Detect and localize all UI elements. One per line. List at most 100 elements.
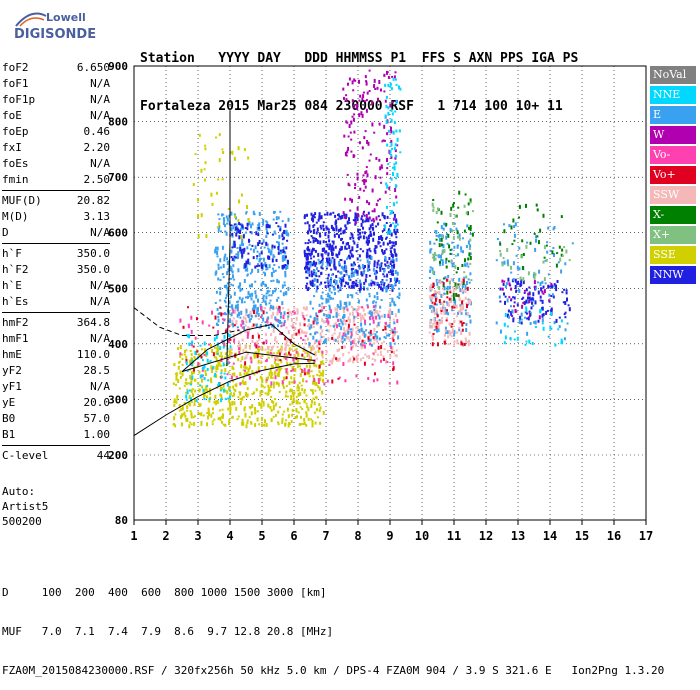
data-point bbox=[285, 229, 288, 234]
data-point bbox=[284, 357, 287, 360]
data-point bbox=[438, 321, 441, 325]
data-point bbox=[329, 284, 332, 287]
data-point bbox=[326, 318, 329, 323]
data-point bbox=[270, 399, 273, 403]
data-point bbox=[386, 324, 389, 327]
data-point bbox=[379, 266, 382, 269]
data-point bbox=[392, 361, 395, 366]
data-point bbox=[276, 372, 279, 377]
data-point bbox=[432, 333, 435, 335]
data-point bbox=[228, 402, 231, 407]
data-point bbox=[469, 252, 472, 256]
data-point bbox=[344, 322, 347, 326]
data-point bbox=[314, 240, 317, 242]
data-point bbox=[356, 257, 359, 261]
data-point bbox=[239, 247, 242, 251]
data-point bbox=[227, 339, 230, 344]
data-point bbox=[281, 417, 284, 422]
data-point bbox=[444, 333, 446, 337]
data-point bbox=[379, 245, 382, 248]
data-point bbox=[277, 251, 280, 255]
data-point bbox=[285, 385, 288, 388]
data-point bbox=[257, 224, 260, 226]
data-point bbox=[368, 202, 371, 206]
data-point bbox=[366, 252, 369, 257]
data-point bbox=[254, 312, 257, 317]
data-point bbox=[501, 279, 504, 283]
data-point bbox=[278, 266, 280, 269]
param-value: 0.46 bbox=[83, 125, 111, 138]
data-point bbox=[376, 296, 379, 300]
data-point bbox=[233, 156, 236, 161]
data-point bbox=[351, 345, 354, 349]
data-point bbox=[302, 338, 305, 341]
data-point bbox=[235, 232, 238, 237]
data-point bbox=[440, 311, 443, 315]
param-label: h`Es bbox=[2, 295, 29, 308]
data-point bbox=[339, 303, 342, 308]
data-point bbox=[243, 372, 246, 376]
data-point bbox=[179, 352, 182, 356]
data-point bbox=[353, 323, 356, 326]
data-point bbox=[533, 280, 536, 285]
data-point bbox=[251, 370, 254, 374]
data-point bbox=[202, 390, 205, 394]
data-point bbox=[435, 279, 438, 282]
data-point bbox=[460, 320, 462, 323]
data-point bbox=[375, 225, 378, 228]
data-point bbox=[541, 313, 544, 318]
data-point bbox=[439, 301, 442, 305]
data-point bbox=[311, 279, 314, 284]
data-point bbox=[393, 333, 396, 336]
data-point bbox=[355, 342, 358, 347]
param-row: B0 57.0 bbox=[2, 411, 110, 427]
data-point bbox=[561, 254, 564, 257]
data-point bbox=[355, 355, 358, 360]
data-point bbox=[385, 222, 388, 224]
data-point bbox=[451, 286, 454, 289]
data-point bbox=[450, 325, 453, 328]
data-point bbox=[267, 376, 270, 380]
data-point bbox=[355, 374, 358, 378]
data-point bbox=[226, 390, 229, 395]
data-point bbox=[230, 151, 232, 154]
data-point bbox=[340, 271, 343, 275]
data-point bbox=[245, 296, 247, 299]
data-point bbox=[358, 141, 361, 145]
param-value: 44 bbox=[96, 449, 110, 462]
data-point bbox=[371, 357, 374, 360]
data-point bbox=[327, 298, 330, 303]
data-point bbox=[432, 270, 435, 275]
data-point bbox=[326, 211, 329, 216]
data-point bbox=[308, 355, 311, 360]
data-point bbox=[377, 282, 379, 285]
autoscale-info: Auto: Artist5 500200 bbox=[2, 484, 48, 529]
data-point bbox=[546, 241, 549, 244]
data-point bbox=[290, 396, 293, 400]
data-point bbox=[563, 246, 566, 248]
data-point bbox=[301, 387, 304, 391]
data-point bbox=[284, 422, 287, 427]
data-point bbox=[244, 329, 247, 333]
data-point bbox=[465, 275, 468, 279]
data-point bbox=[469, 225, 472, 229]
data-point bbox=[387, 75, 390, 79]
data-point bbox=[446, 290, 449, 295]
data-point bbox=[248, 318, 251, 323]
data-point bbox=[260, 405, 263, 409]
data-point bbox=[297, 392, 300, 397]
data-point bbox=[354, 79, 357, 82]
data-point bbox=[496, 238, 499, 240]
data-point bbox=[349, 236, 352, 240]
data-point bbox=[543, 289, 546, 294]
data-point bbox=[453, 245, 456, 249]
data-point bbox=[311, 389, 314, 393]
data-point bbox=[342, 87, 345, 91]
data-point bbox=[273, 372, 276, 376]
data-point bbox=[390, 130, 393, 134]
data-point bbox=[321, 390, 324, 395]
data-point bbox=[173, 416, 176, 421]
data-point bbox=[469, 301, 472, 305]
data-point bbox=[365, 214, 368, 218]
data-point bbox=[308, 248, 311, 252]
